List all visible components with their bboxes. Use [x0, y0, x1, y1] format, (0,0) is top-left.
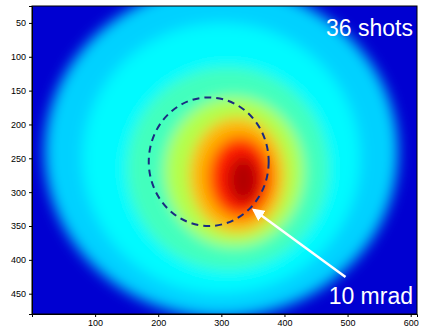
chart: 100 200 300 400 500 600 50 100 150 200 250 300 350 40…: [0, 0, 425, 334]
tick-mark: [221, 314, 222, 317]
tick-mark: [284, 314, 285, 317]
tick-label: 350: [11, 221, 26, 231]
tick-mark: [158, 314, 159, 317]
tick: 450: [11, 289, 32, 299]
intensity-spot: [228, 156, 260, 203]
tick-mark: [29, 91, 32, 92]
tick: 200: [11, 120, 32, 130]
tick-label: 150: [11, 86, 26, 96]
tick-label: 600: [404, 318, 419, 328]
tick-mark: [29, 294, 32, 295]
tick: 50: [16, 18, 32, 28]
tick: 500: [341, 314, 356, 328]
tick-label: 300: [11, 188, 26, 198]
reference-circle: [149, 97, 269, 226]
tick: 100: [88, 314, 103, 328]
tick: 100: [11, 52, 32, 62]
intensity-spot: [190, 118, 285, 233]
tick-label: 400: [277, 318, 292, 328]
tick: 200: [151, 314, 166, 328]
annotations: 36 shots 10 mrad: [254, 15, 413, 309]
tick: 300: [214, 314, 229, 328]
tick-label: 250: [11, 154, 26, 164]
tick: 400: [11, 255, 32, 265]
intensity-spot: [45, 6, 398, 314]
tick-mark: [29, 192, 32, 193]
tick: 250: [11, 154, 32, 164]
tick-label: 400: [11, 255, 26, 265]
arrow: [254, 210, 346, 277]
image-area: [32, 6, 417, 314]
intensity-spot: [127, 67, 329, 270]
tick-label: 300: [214, 318, 229, 328]
y-axis: 50 100 150 200 250 300 350 400 450: [11, 7, 33, 315]
frame: [32, 6, 417, 314]
plot: 100 200 300 400 500 600 50 100 150 200 250 300 350 40…: [11, 0, 419, 328]
tick-label: 500: [341, 318, 356, 328]
tick: 150: [11, 86, 32, 96]
tick: 600: [404, 314, 419, 328]
intensity-spot: [165, 97, 304, 246]
tick: 350: [11, 221, 32, 231]
tick-mark: [29, 158, 32, 159]
tick: 300: [11, 188, 32, 198]
tick-label: 200: [11, 120, 26, 130]
annotation: 10 mrad: [329, 283, 413, 309]
tick-mark: [29, 124, 32, 125]
x-axis: 100 200 300 400 500 600: [33, 314, 419, 328]
tick-mark: [411, 314, 412, 317]
axis-line: [29, 7, 33, 315]
intensity-spot: [209, 137, 272, 218]
tick-mark: [29, 226, 32, 227]
tick-mark: [29, 23, 32, 24]
tick-mark: [29, 260, 32, 261]
annotation: 36 shots: [326, 15, 413, 41]
tick-label: 450: [11, 289, 26, 299]
tick-label: 100: [88, 318, 103, 328]
tick: 400: [277, 314, 292, 328]
axis-line: [33, 315, 418, 318]
tick-mark: [95, 314, 96, 317]
tick-label: 50: [16, 18, 26, 28]
tick-mark: [348, 314, 349, 317]
tick-mark: [29, 57, 32, 58]
intensity-spot: [82, 23, 360, 294]
tick-label: 100: [11, 52, 26, 62]
beam: [45, 6, 398, 314]
tick-label: 200: [151, 318, 166, 328]
